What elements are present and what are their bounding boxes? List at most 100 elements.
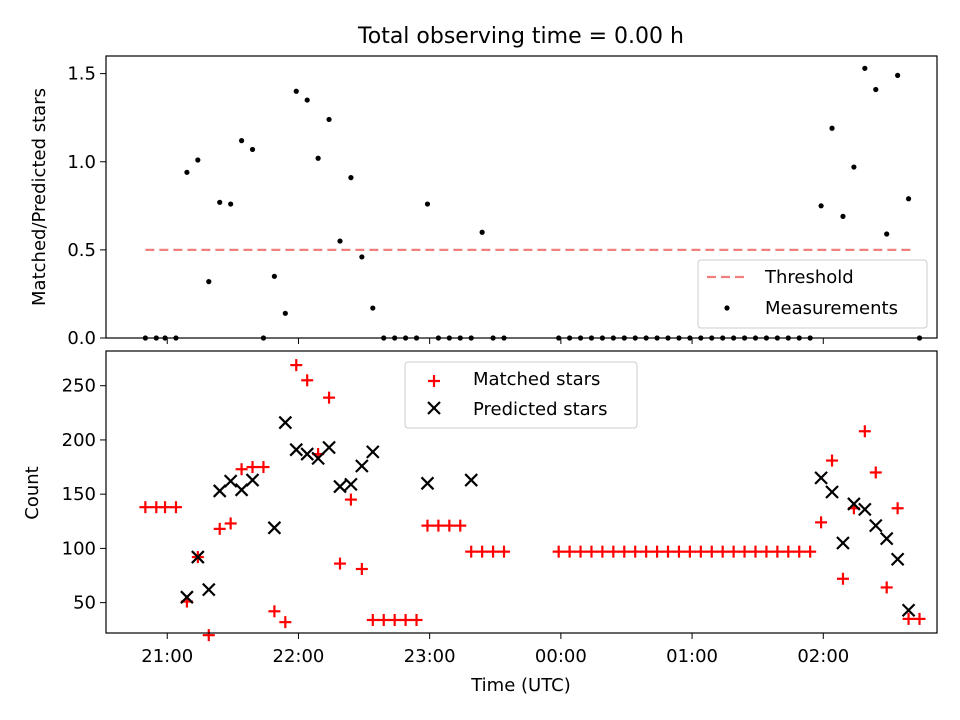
measurement-point (851, 164, 857, 170)
predicted-star-point (420, 476, 435, 491)
predicted-star-point (333, 479, 347, 494)
matched-star-point (454, 519, 467, 532)
measurement-point (818, 203, 824, 209)
measurement-point (238, 138, 245, 144)
count-axis-ticks: 50 100 150 200 250 21:00 22:00 23:00 00:00 01:00 0… (62, 376, 850, 667)
matched-star-point (760, 545, 773, 558)
matched-star-point (727, 545, 740, 558)
ratio-y-tick-label: 1.0 (67, 152, 96, 173)
count-plot-frame (105, 350, 938, 634)
x-axis-label: Time (UTC) (470, 675, 571, 696)
count-y-axis-label: Count (22, 466, 43, 519)
measurement-point (217, 199, 223, 205)
matched-star-point (618, 545, 631, 558)
predicted-star-point (344, 477, 358, 492)
matched-star-point (574, 545, 587, 558)
ratio-y-tick-label: 1.5 (67, 64, 96, 85)
count-y-tick-label: 50 (73, 593, 96, 614)
matched-star-point (596, 545, 609, 558)
matched-star-point (246, 461, 259, 474)
ratio-legend-box (697, 259, 928, 329)
measurement-point (359, 254, 365, 260)
predicted-star-point (267, 521, 282, 535)
matched-star-point (640, 545, 653, 558)
matched-star-point (858, 425, 871, 438)
predicted-star-point (868, 518, 883, 533)
legend-measurements-swatch (724, 305, 730, 311)
predicted-star-point (901, 603, 916, 618)
matched-star-point (498, 545, 511, 558)
matched-star-point (344, 493, 357, 506)
predicted-star-point (202, 582, 216, 597)
matched-star-point (738, 545, 751, 558)
matched-star-point (891, 502, 904, 515)
matched-star-point (880, 581, 893, 594)
count-points (139, 359, 926, 642)
measurement-point (293, 88, 299, 94)
matched-star-point (139, 501, 152, 514)
matched-star-point (279, 616, 292, 629)
matched-star-point (913, 612, 926, 625)
matched-star-point (694, 545, 707, 558)
matched-star-point (672, 545, 685, 558)
matched-star-point (607, 545, 620, 558)
matched-star-point (836, 572, 849, 585)
count-y-tick-label: 100 (62, 538, 96, 559)
legend-threshold-label: Threshold (764, 267, 854, 288)
matched-star-point (552, 545, 565, 558)
matched-star-point (716, 545, 729, 558)
measurement-point (370, 305, 376, 311)
matched-star-point (410, 613, 423, 626)
measurement-point (206, 279, 212, 285)
ratio-legend: Threshold Measurements (697, 259, 928, 329)
matched-star-point (662, 545, 675, 558)
matched-star-point (629, 545, 642, 558)
count-x-tick-label: 01:00 (666, 646, 718, 667)
matched-star-point (301, 374, 314, 387)
matched-star-point (421, 519, 434, 532)
count-y-tick-label: 150 (62, 484, 96, 505)
matched-star-point (257, 461, 270, 474)
measurement-point (195, 157, 201, 163)
measurement-point (829, 125, 835, 131)
matched-star-point (235, 463, 248, 476)
matched-star-point (290, 359, 303, 372)
matched-star-point (388, 613, 401, 626)
measurement-point (282, 310, 288, 316)
predicted-star-point (180, 590, 194, 604)
matched-star-point (487, 545, 500, 558)
predicted-star-point (234, 483, 249, 497)
count-y-tick-label: 250 (62, 376, 96, 397)
matched-star-point (323, 391, 336, 404)
measurement-point (228, 201, 234, 207)
measurement-point (348, 175, 354, 181)
matched-star-point (651, 545, 664, 558)
predicted-star-point (814, 471, 828, 485)
predicted-star-point (300, 447, 314, 461)
count-panel: 50 100 150 200 250 21:00 22:00 23:00 00:00 01:00 0… (22, 350, 938, 696)
measurement-point (184, 169, 190, 175)
measurement-point (249, 146, 256, 153)
measurement-point (304, 97, 310, 103)
matched-star-point (749, 545, 762, 558)
matched-star-point (268, 605, 281, 618)
matched-star-point (159, 501, 172, 514)
matched-star-point (465, 545, 478, 558)
predicted-star-point (890, 552, 905, 567)
matched-star-point (169, 501, 182, 514)
predicted-star-point (212, 484, 227, 498)
count-x-tick-label: 22:00 (273, 646, 325, 667)
measurement-point (326, 116, 332, 123)
measurement-point (424, 201, 431, 207)
ratio-plot-frame (105, 55, 938, 339)
matched-star-point (377, 613, 390, 626)
matched-star-point (399, 613, 412, 626)
count-x-tick-label: 00:00 (535, 646, 587, 667)
predicted-star-point (311, 451, 325, 466)
matched-star-point (432, 519, 445, 532)
predicted-star-point (464, 473, 478, 487)
matched-star-point (224, 517, 237, 530)
legend-predicted-label: Predicted stars (473, 399, 607, 420)
predicted-star-point (223, 474, 238, 488)
